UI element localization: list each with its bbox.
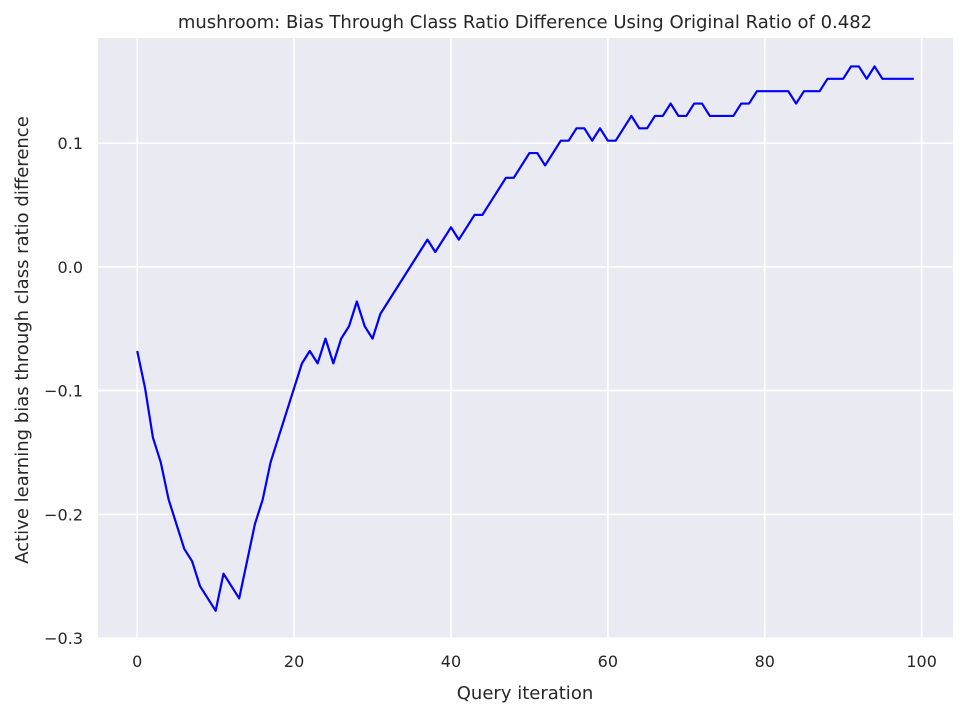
x-tick-label: 40: [441, 652, 461, 671]
x-tick-label: 20: [284, 652, 304, 671]
x-tick-label: 60: [598, 652, 618, 671]
x-tick-label: 80: [755, 652, 775, 671]
y-tick-label: −0.2: [44, 505, 83, 524]
y-tick-label: 0.1: [58, 134, 83, 153]
y-axis-label: Active learning bias through class ratio…: [12, 116, 33, 564]
chart-title: mushroom: Bias Through Class Ratio Diffe…: [178, 12, 872, 33]
grid-lines: [98, 38, 953, 639]
y-tick-label: −0.3: [44, 629, 83, 648]
x-tick-label: 100: [906, 652, 937, 671]
x-tick-label: 0: [132, 652, 142, 671]
series-line: [136, 65, 914, 612]
y-tick-label: 0.0: [58, 258, 83, 277]
y-tick-label: −0.1: [44, 382, 83, 401]
x-axis-label: Query iteration: [457, 683, 593, 704]
plot-area: [98, 38, 953, 638]
tick-labels: 0 20 40 60 80 100 −0.3 −0.2 −0.1 0.0 0.1: [44, 134, 937, 671]
